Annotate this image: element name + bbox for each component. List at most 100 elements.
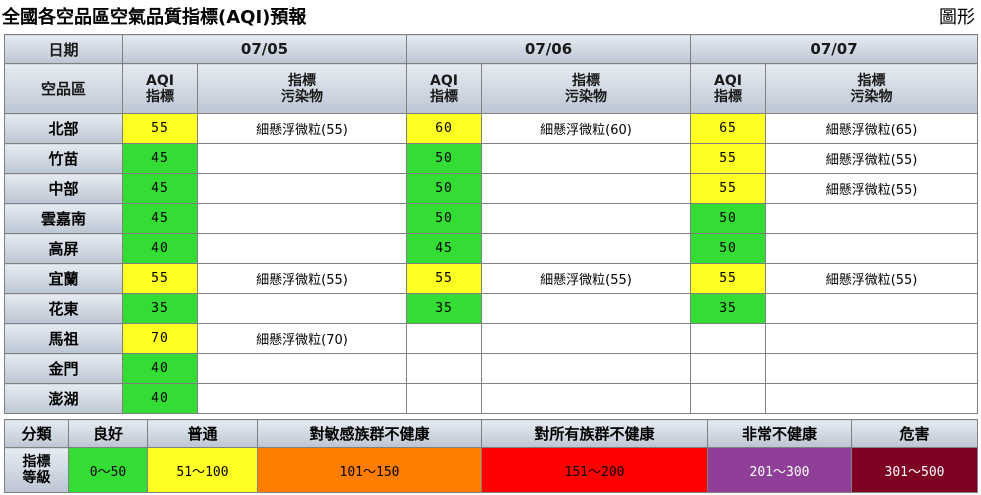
aqi-value: 65	[690, 113, 767, 144]
table-row: 馬祖 70 細懸浮微粒(70)	[4, 323, 979, 354]
legend-name: 對所有族群不健康	[481, 419, 708, 448]
aqi-value: 50	[690, 203, 767, 234]
aqi-column-header: AQI 指標	[406, 63, 483, 114]
pollutant-value	[481, 233, 692, 264]
pollutant-value: 細懸浮微粒(55)	[765, 173, 979, 204]
pollutant-value: 細懸浮微粒(55)	[765, 263, 979, 294]
date-header-day3: 07/07	[690, 34, 979, 64]
pollutant-value	[481, 143, 692, 174]
pollutant-value: 細懸浮微粒(55)	[481, 263, 692, 294]
legend-range: 301～500	[851, 447, 978, 493]
region-name: 金門	[4, 353, 123, 384]
legend-name: 非常不健康	[707, 419, 852, 448]
legend-range: 101～150	[257, 447, 482, 493]
table-row: 宜蘭 55 細懸浮微粒(55) 55 細懸浮微粒(55) 55 細懸浮微粒(55)	[4, 263, 979, 294]
aqi-value: 55	[690, 143, 767, 174]
pollutant-value	[196, 173, 408, 204]
pollutant-value	[481, 293, 692, 324]
table-row: 中部 45 50 55 細懸浮微粒(55)	[4, 173, 979, 204]
pollutant-value	[481, 383, 692, 414]
region-name: 宜蘭	[4, 263, 123, 294]
aqi-value: 50	[690, 233, 767, 264]
aqi-value: 55	[122, 263, 198, 294]
aqi-value: 35	[122, 293, 198, 324]
page-title: 全國各空品區空氣品質指標(AQI)預報	[2, 7, 307, 28]
pollutant-value: 細懸浮微粒(60)	[481, 113, 692, 144]
pollutant-value	[196, 203, 408, 234]
aqi-value: 50	[406, 203, 483, 234]
aqi-value: 50	[406, 143, 483, 174]
aqi-value: 40	[122, 383, 198, 414]
aqi-value: 55	[690, 173, 767, 204]
aqi-value: 60	[406, 113, 483, 144]
pollutant-value	[765, 203, 979, 234]
aqi-value: 55	[122, 113, 198, 144]
aqi-value: 40	[122, 233, 198, 264]
region-name: 中部	[4, 173, 123, 204]
aqi-value	[690, 323, 767, 354]
aqi-value	[690, 383, 767, 414]
legend-level-label: 指標 等級	[4, 447, 69, 493]
legend-range: 51～100	[147, 447, 258, 493]
aqi-value	[406, 383, 483, 414]
pollutant-value	[765, 323, 979, 354]
pollutant-value	[196, 383, 408, 414]
legend-name: 危害	[851, 419, 978, 448]
region-name: 北部	[4, 113, 123, 144]
aqi-value: 45	[406, 233, 483, 264]
aqi-column-header: AQI 指標	[122, 63, 198, 114]
aqi-value: 55	[690, 263, 767, 294]
legend-name: 普通	[147, 419, 258, 448]
graph-view-link[interactable]: 圖形	[939, 7, 975, 28]
pollutant-value	[196, 353, 408, 384]
pollutant-value	[196, 293, 408, 324]
date-header-day2: 07/06	[406, 34, 692, 64]
aqi-value: 35	[406, 293, 483, 324]
pollutant-value	[481, 203, 692, 234]
date-header-label: 日期	[4, 34, 123, 64]
legend-name: 良好	[68, 419, 148, 448]
pollutant-value: 細懸浮微粒(65)	[765, 113, 979, 144]
table-row: 金門 40	[4, 353, 979, 384]
aqi-column-header: AQI 指標	[690, 63, 767, 114]
region-name: 花東	[4, 293, 123, 324]
pollutant-value	[481, 353, 692, 384]
aqi-value: 45	[122, 173, 198, 204]
aqi-value	[406, 353, 483, 384]
table-row: 花東 35 35 35	[4, 293, 979, 324]
pollutant-value	[765, 353, 979, 384]
pollutant-value: 細懸浮微粒(55)	[765, 143, 979, 174]
pollutant-value: 細懸浮微粒(55)	[196, 263, 408, 294]
aqi-value: 45	[122, 143, 198, 174]
table-row: 北部 55 細懸浮微粒(55) 60 細懸浮微粒(60) 65 細懸浮微粒(65)	[4, 113, 979, 144]
pollutant-column-header: 指標 污染物	[481, 63, 692, 114]
aqi-value	[406, 323, 483, 354]
aqi-value: 70	[122, 323, 198, 354]
pollutant-column-header: 指標 污染物	[765, 63, 979, 114]
pollutant-value	[481, 323, 692, 354]
legend-category-label: 分類	[4, 419, 69, 448]
aqi-forecast-table: 日期 07/05 07/06 07/07 空品區 AQI 指標 指標 污染物 AQI…	[4, 34, 979, 414]
region-name: 雲嘉南	[4, 203, 123, 234]
legend-range: 201～300	[707, 447, 852, 493]
aqi-legend-table: 分類 良好 普通 對敏感族群不健康 對所有族群不健康 非常不健康 危害 指標 等級…	[4, 419, 978, 493]
aqi-value: 45	[122, 203, 198, 234]
region-name: 澎湖	[4, 383, 123, 414]
pollutant-value: 細懸浮微粒(70)	[196, 323, 408, 354]
pollutant-value: 細懸浮微粒(55)	[196, 113, 408, 144]
aqi-value: 50	[406, 173, 483, 204]
table-row: 澎湖 40	[4, 383, 979, 414]
table-row: 竹苗 45 50 55 細懸浮微粒(55)	[4, 143, 979, 174]
pollutant-value	[765, 293, 979, 324]
pollutant-value	[765, 233, 979, 264]
pollutant-value	[196, 143, 408, 174]
pollutant-value	[765, 383, 979, 414]
legend-range: 0～50	[68, 447, 148, 493]
region-name: 竹苗	[4, 143, 123, 174]
table-row: 雲嘉南 45 50 50	[4, 203, 979, 234]
pollutant-value	[196, 233, 408, 264]
table-row: 高屏 40 45 50	[4, 233, 979, 264]
region-name: 馬祖	[4, 323, 123, 354]
region-header-label: 空品區	[4, 63, 123, 114]
pollutant-value	[481, 173, 692, 204]
